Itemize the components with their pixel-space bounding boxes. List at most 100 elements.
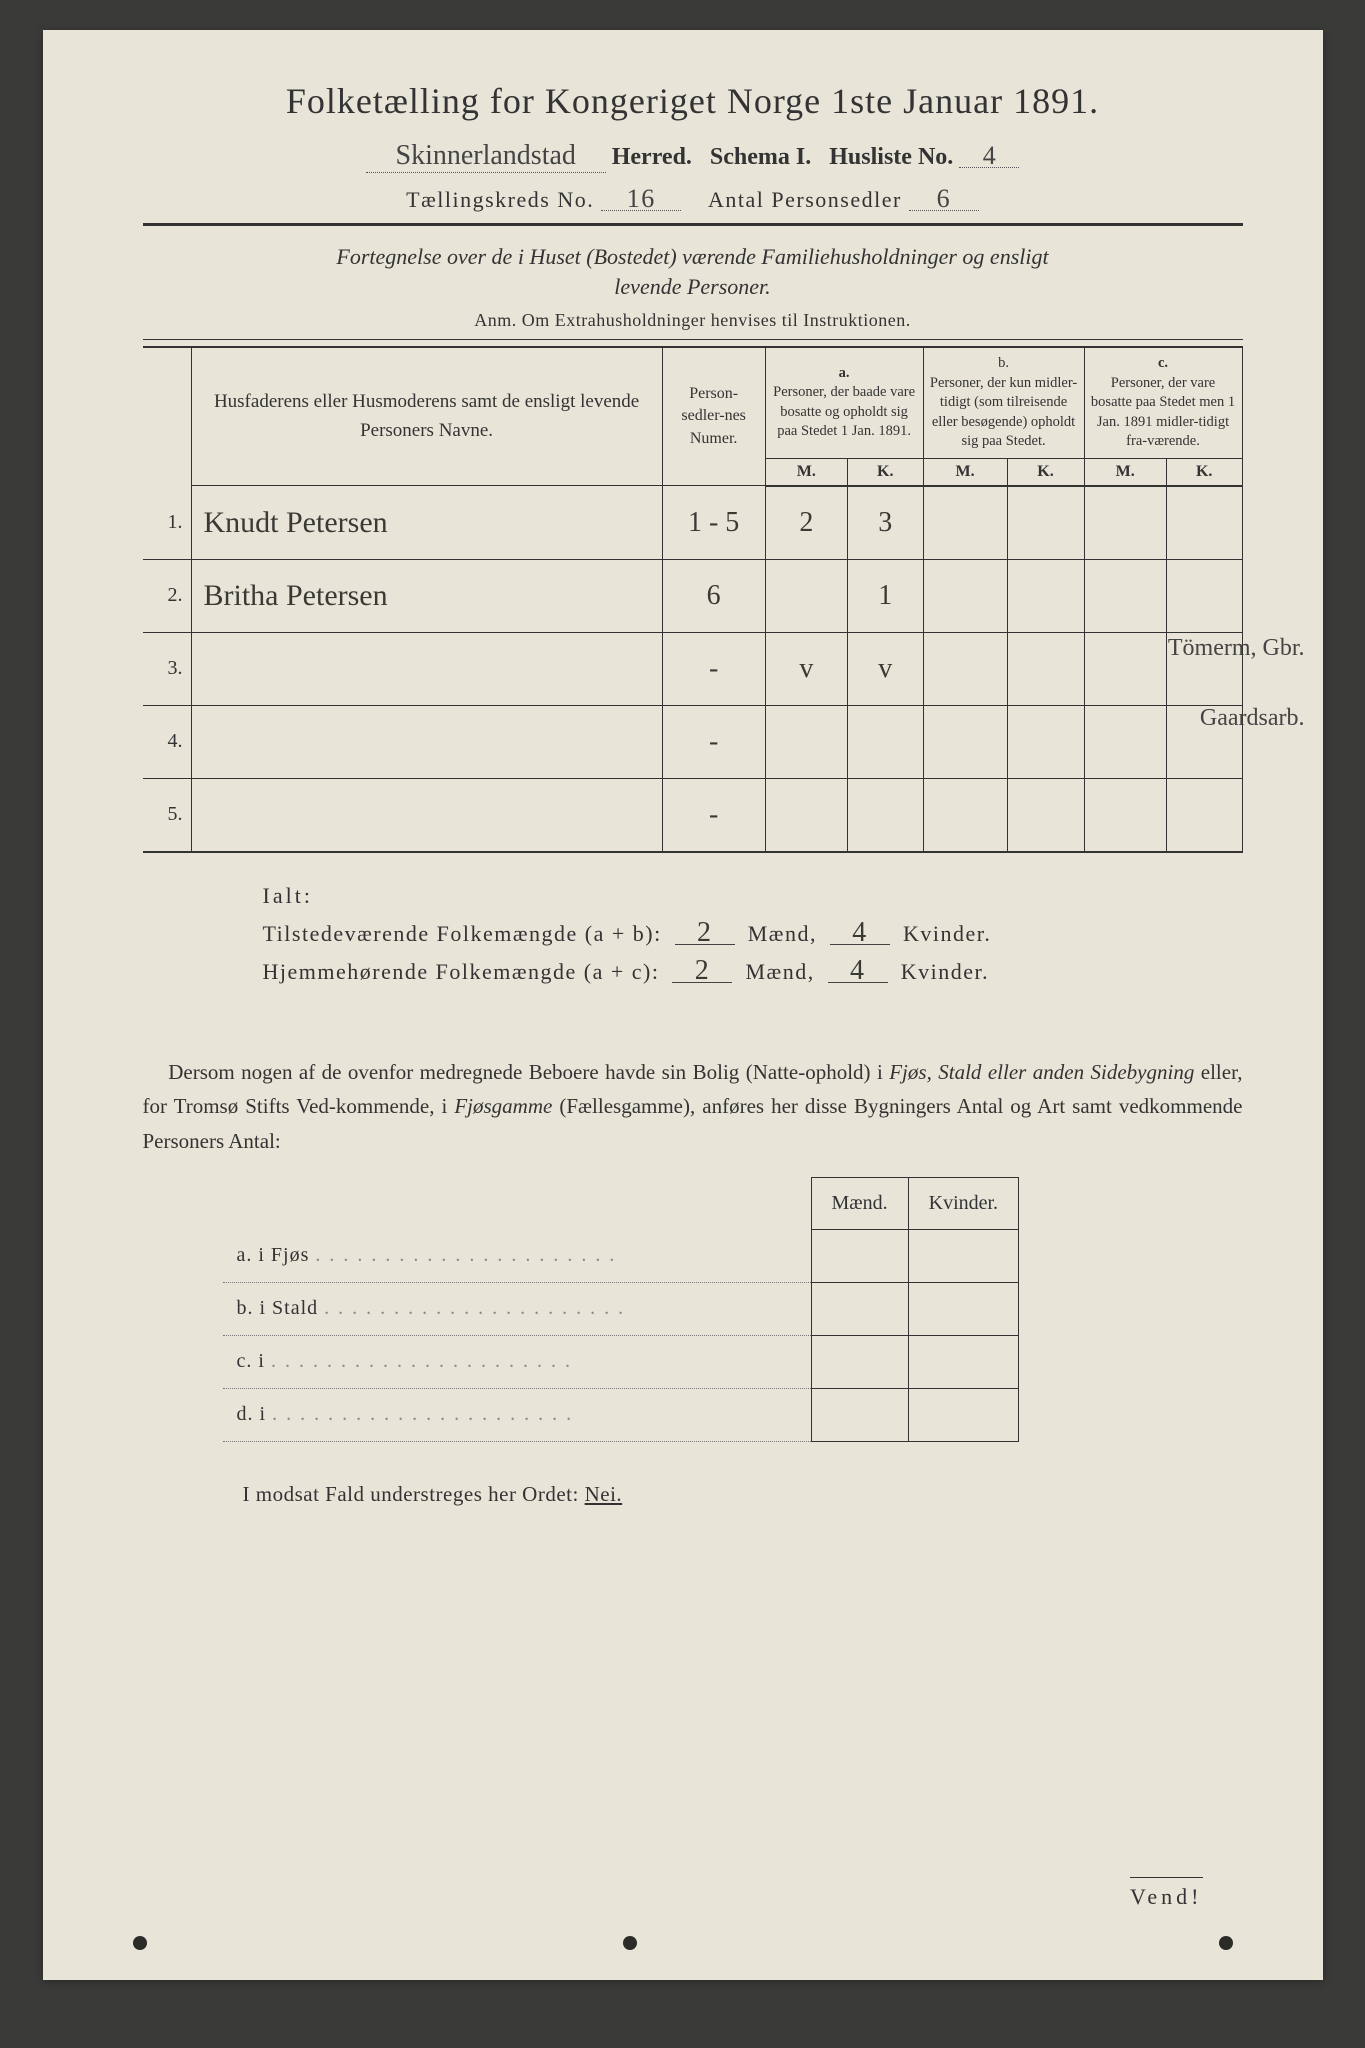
cell-b-k	[1007, 486, 1084, 560]
ialt-line-2: Hjemmehørende Folkemængde (a + c): 2 Mæn…	[263, 959, 1243, 985]
person-name	[191, 778, 662, 852]
cell-a-m: v	[765, 632, 847, 705]
sidebyg-row: a. i Fjøs . . . . . . . . . . . . . . . …	[223, 1229, 1019, 1282]
modsat-line: I modsat Fald understreges her Ordet: Ne…	[243, 1482, 1243, 1507]
col-names: Husfaderens eller Husmoderens samt de en…	[191, 347, 662, 486]
row-number: 1.	[143, 486, 192, 560]
col-numer: Person-sedler-nes Numer.	[662, 347, 765, 486]
sidebyg-k	[908, 1282, 1018, 1335]
cell-b-m	[923, 559, 1007, 632]
cell-a-k: v	[848, 632, 924, 705]
sidebyg-k	[908, 1388, 1018, 1441]
antal-val: 6	[909, 187, 979, 211]
kreds-label: Tællingskreds No.	[406, 187, 594, 212]
sidebyg-head-m: Mænd.	[811, 1177, 908, 1229]
cell-a-k: 3	[848, 486, 924, 560]
col-group-c: c.Personer, der vare bosatte paa Stedet …	[1084, 347, 1242, 458]
col-a-k: K.	[848, 458, 924, 486]
ialt-heading: Ialt:	[263, 883, 1243, 909]
sidebyg-lead: a. i Fjøs . . . . . . . . . . . . . . . …	[223, 1229, 812, 1282]
sidebyg-row: b. i Stald . . . . . . . . . . . . . . .…	[223, 1282, 1019, 1335]
table-row: 3.-vv	[143, 632, 1243, 705]
punch-hole	[1219, 1936, 1233, 1950]
resident-m: 2	[672, 960, 732, 983]
person-name	[191, 705, 662, 778]
cell-a-k	[848, 778, 924, 852]
cell-b-k	[1007, 632, 1084, 705]
schema-label: Schema I.	[710, 144, 811, 170]
subtitle-2: levende Personer.	[143, 274, 1243, 300]
col-a-m: M.	[765, 458, 847, 486]
personsedler-numer: -	[662, 705, 765, 778]
col-group-b: b.Personer, der kun midler-tidigt (som t…	[923, 347, 1084, 458]
person-name: Britha Petersen	[191, 559, 662, 632]
cell-c-m	[1084, 778, 1166, 852]
nei-word: Nei.	[585, 1482, 623, 1506]
household-table: Husfaderens eller Husmoderens samt de en…	[143, 346, 1243, 853]
divider-2	[143, 339, 1243, 340]
col-b-m: M.	[923, 458, 1007, 486]
cell-a-m	[765, 705, 847, 778]
cell-b-k	[1007, 778, 1084, 852]
sidebyg-m	[811, 1388, 908, 1441]
col-c-m: M.	[1084, 458, 1166, 486]
husliste-no: 4	[959, 144, 1019, 168]
cell-a-k: 1	[848, 559, 924, 632]
anm-note: Anm. Om Extrahusholdninger henvises til …	[143, 310, 1243, 331]
husliste-label: Husliste No.	[829, 144, 953, 170]
sidebyg-row: d. i . . . . . . . . . . . . . . . . . .…	[223, 1388, 1019, 1441]
present-m: 2	[675, 922, 735, 945]
header-line-2: Skinnerlandstad Herred. Schema I. Huslis…	[143, 140, 1243, 173]
cell-c-k	[1166, 559, 1242, 632]
table-row: 5.-	[143, 778, 1243, 852]
sidebyg-lead: d. i . . . . . . . . . . . . . . . . . .…	[223, 1388, 812, 1441]
sidebyg-m	[811, 1229, 908, 1282]
margin-note-2: Gaardsarb.	[1200, 705, 1305, 732]
row-number: 3.	[143, 632, 192, 705]
cell-a-m	[765, 559, 847, 632]
present-k: 4	[830, 922, 890, 945]
cell-b-m	[923, 705, 1007, 778]
census-form-page: Folketælling for Kongeriget Norge 1ste J…	[43, 30, 1323, 1980]
personsedler-numer: 1 - 5	[662, 486, 765, 560]
punch-hole	[133, 1936, 147, 1950]
cell-b-m	[923, 486, 1007, 560]
personsedler-numer: 6	[662, 559, 765, 632]
cell-b-m	[923, 632, 1007, 705]
sidebyg-m	[811, 1335, 908, 1388]
row-number: 5.	[143, 778, 192, 852]
page-title: Folketælling for Kongeriget Norge 1ste J…	[143, 80, 1243, 122]
resident-k: 4	[828, 960, 888, 983]
col-b-k: K.	[1007, 458, 1084, 486]
herred-handwritten: Skinnerlandstad	[366, 140, 606, 173]
cell-a-k	[848, 705, 924, 778]
cell-b-k	[1007, 559, 1084, 632]
sidebyg-k	[908, 1335, 1018, 1388]
cell-a-m: 2	[765, 486, 847, 560]
sidebyg-row: c. i . . . . . . . . . . . . . . . . . .…	[223, 1335, 1019, 1388]
personsedler-numer: -	[662, 632, 765, 705]
cell-c-m	[1084, 705, 1166, 778]
cell-c-m	[1084, 559, 1166, 632]
divider-1	[143, 223, 1243, 226]
punch-hole	[623, 1936, 637, 1950]
sidebyg-lead: b. i Stald . . . . . . . . . . . . . . .…	[223, 1282, 812, 1335]
dersom-paragraph: Dersom nogen af de ovenfor medregnede Be…	[143, 1055, 1243, 1159]
col-c-k: K.	[1166, 458, 1242, 486]
cell-c-m	[1084, 632, 1166, 705]
sidebyg-k	[908, 1229, 1018, 1282]
sidebyg-m	[811, 1282, 908, 1335]
header-line-3: Tællingskreds No. 16 Antal Personsedler …	[143, 187, 1243, 213]
row-number: 4.	[143, 705, 192, 778]
antal-label: Antal Personsedler	[708, 187, 902, 212]
table-row: 4. -	[143, 705, 1243, 778]
person-name: Knudt Petersen	[191, 486, 662, 560]
sidebyg-lead: c. i . . . . . . . . . . . . . . . . . .…	[223, 1335, 812, 1388]
person-name	[191, 632, 662, 705]
cell-c-k	[1166, 778, 1242, 852]
cell-a-m	[765, 778, 847, 852]
ialt-line-1: Tilstedeværende Folkemængde (a + b): 2 M…	[263, 921, 1243, 947]
sidebyg-head-k: Kvinder.	[908, 1177, 1018, 1229]
cell-b-k	[1007, 705, 1084, 778]
table-row: 1.Knudt Petersen1 - 523	[143, 486, 1243, 560]
